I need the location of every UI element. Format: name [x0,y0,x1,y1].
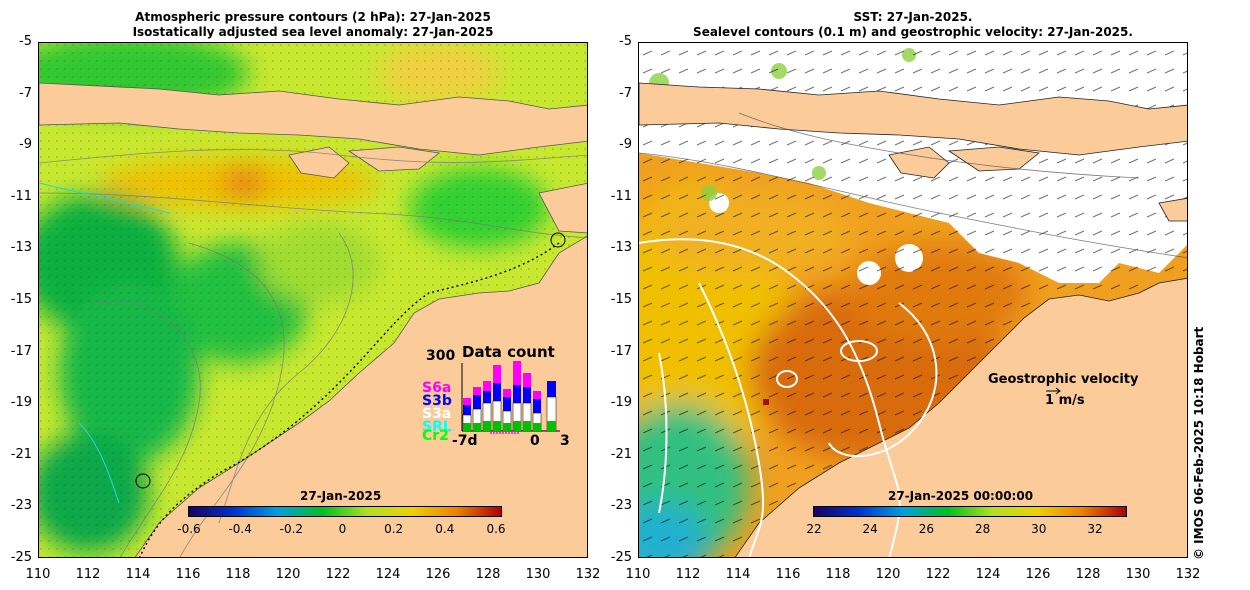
lon-label-left: 112 [75,567,101,582]
right-colorbar-tick: 32 [1087,522,1103,536]
sea-level-anomaly-field [39,43,587,557]
data-count-x-start: -7d [452,433,478,449]
right-colorbar-tick: 24 [862,522,878,536]
lat-label-left: -21 [10,446,32,462]
bar-group [462,361,557,432]
lon-label-right: 132 [1175,567,1201,582]
imos-credit: © IMOS 06-Feb-2025 10:18 Hobart [1192,326,1206,560]
lat-label-right: -23 [610,498,632,514]
lat-label-left: -7 [19,85,32,101]
lon-label-left: 120 [275,567,301,582]
right-colorbar-tick: 28 [974,522,991,536]
legend-cr2: Cr2 [422,428,449,444]
lat-label-right: -19 [610,395,632,411]
right-title-line1: SST: 27-Jan-2025. [853,10,973,24]
lon-label-left: 114 [125,567,151,582]
right-colorbar-tick: 26 [918,522,935,536]
lon-label-right: 128 [1075,567,1101,582]
right-title-line2: Sealevel contours (0.1 m) and geostrophi… [693,25,1133,39]
lon-label-left: 122 [325,567,351,582]
legend-srl: SRL [422,419,452,435]
lat-label-left: -5 [19,34,32,49]
right-colorbar-tick: 22 [806,522,822,536]
left-colorbar-tick: -0.4 [228,522,252,536]
data-count-bars [461,361,560,434]
lat-label-left: -9 [19,137,32,153]
lon-label-right: 124 [975,567,1001,582]
lat-label-right: -11 [610,188,632,204]
lat-label-left: -13 [10,240,32,256]
left-colorbar-tick: -0.2 [279,522,304,536]
data-count-max-label: 300 [426,348,456,364]
lat-label-left: -17 [10,343,32,359]
lon-label-left: 124 [375,567,401,582]
lat-label-right: -15 [610,292,632,307]
right-colorbar-tick: 30 [1031,522,1047,536]
left-colorbar-tick: -0.6 [177,522,201,536]
left-title-line2: Isostatically adjusted sea level anomaly… [132,25,494,39]
lat-label-right: -17 [610,343,632,359]
left-title: Atmospheric pressure contours (2 hPa): 2… [38,10,588,40]
data-count-x-zero: 0 [530,433,540,449]
lon-label-right: 110 [625,567,651,582]
data-count-x-end: 3 [560,433,570,449]
left-title-line1: Atmospheric pressure contours (2 hPa): 2… [135,10,491,24]
lat-label-right: -13 [610,240,632,256]
lat-label-left: -23 [10,498,32,514]
lon-label-left: 110 [25,567,51,582]
sst-field [639,43,1187,557]
lon-label-left: 116 [175,567,201,582]
legend-s3b: S3b [422,393,452,409]
right-colorbar [813,506,1127,517]
lat-label-right: -9 [619,137,632,153]
legend-s6a: S6a [422,380,452,396]
left-colorbar-tick: 0.6 [486,522,506,536]
lat-label-left: -15 [10,292,32,307]
right-title: SST: 27-Jan-2025. Sealevel contours (0.1… [638,10,1188,40]
lon-label-right: 118 [825,567,851,582]
lon-label-right: 112 [675,567,701,582]
lat-label-left: -19 [10,395,32,411]
lon-label-left: 130 [525,567,551,582]
left-colorbar-tick: 0.4 [435,522,455,536]
lat-label-left: -11 [10,188,32,204]
lat-label-left: -25 [10,550,32,565]
sst-map[interactable] [638,42,1188,558]
left-colorbar [188,506,502,517]
velocity-label: Geostrophic velocity [988,372,1139,387]
lon-label-right: 126 [1025,567,1051,582]
legend-s3a: S3a [422,406,452,422]
data-count-inset: 300 Data count [420,343,580,453]
lon-label-right: 120 [875,567,901,582]
lat-label-right: -25 [610,550,632,565]
lon-label-left: 126 [425,567,451,582]
left-colorbar-label: 27-Jan-2025 [300,489,382,503]
left-colorbar-tick: 0.2 [384,522,404,536]
lon-label-right: 114 [725,567,751,582]
lat-label-right: -5 [619,34,632,49]
left-colorbar-tick: 0 [338,522,347,536]
lon-label-left: 128 [475,567,501,582]
lon-label-right: 122 [925,567,951,582]
data-count-title: Data count [462,343,555,361]
lat-label-right: -21 [610,446,632,462]
lon-label-right: 116 [775,567,801,582]
lon-label-left: 132 [575,567,601,582]
right-colorbar-label: 27-Jan-2025 00:00:00 [888,489,1034,503]
sea-level-anomaly-map[interactable] [38,42,588,558]
lon-label-left: 118 [225,567,251,582]
lon-label-right: 130 [1125,567,1151,582]
lat-label-right: -7 [619,85,632,101]
velocity-scale: 1 m/s [1045,393,1085,408]
